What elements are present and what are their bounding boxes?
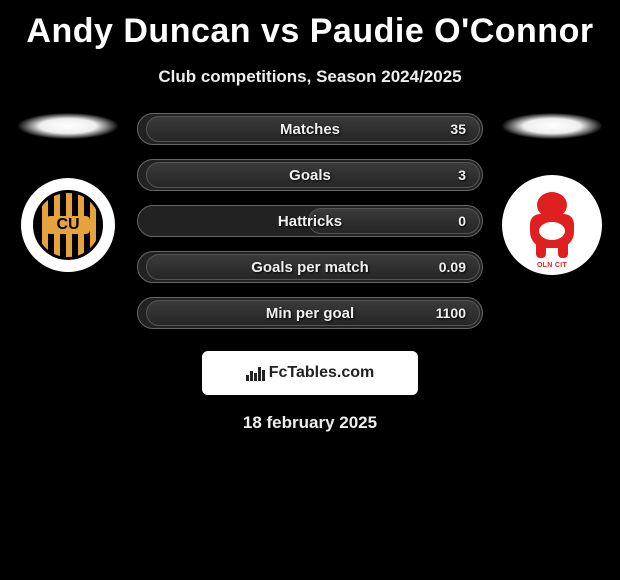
comparison-row: CU Matches 35 Goals 3 Hattricks 0 Goals … [0,113,620,329]
left-badge-inner: CU [33,190,103,260]
player-halo-left [18,113,118,139]
stat-value-right: 1100 [436,305,466,321]
stat-value-right: 0.09 [439,259,466,275]
left-club-badge: CU [18,175,118,275]
stat-row-hattricks: Hattricks 0 [137,205,483,237]
brand-card[interactable]: FcTables.com [202,351,418,395]
stat-row-goals: Goals 3 [137,159,483,191]
date-label: 18 february 2025 [0,413,620,433]
stat-label: Matches [280,121,340,138]
stat-value-right: 0 [458,213,466,229]
stat-label: Goals per match [251,259,369,276]
stat-value-right: 35 [450,121,466,137]
stat-label: Min per goal [266,305,354,322]
stat-row-matches: Matches 35 [137,113,483,145]
stat-row-goals-per-match: Goals per match 0.09 [137,251,483,283]
imp-icon [524,192,580,258]
right-club-column: OLN CIT [497,113,607,275]
left-club-column: CU [13,113,123,275]
right-club-badge: OLN CIT [502,175,602,275]
stat-label: Goals [289,167,331,184]
stat-row-min-per-goal: Min per goal 1100 [137,297,483,329]
stat-value-right: 3 [458,167,466,183]
subtitle: Club competitions, Season 2024/2025 [0,67,620,87]
page-title: Andy Duncan vs Paudie O'Connor [0,0,620,51]
right-club-label: OLN CIT [537,262,567,269]
brand-text: FcTables.com [269,364,375,382]
player-halo-right [502,113,602,139]
stats-column: Matches 35 Goals 3 Hattricks 0 Goals per… [137,113,483,329]
bars-icon [246,365,265,381]
left-club-abbrev: CU [56,216,79,234]
stat-label: Hattricks [278,213,342,230]
